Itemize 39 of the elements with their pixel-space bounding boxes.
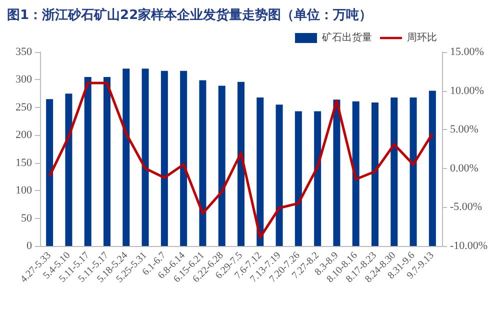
chart-title: 图1：浙江砂石矿山22家样本企业发货量走势图（单位：万吨） xyxy=(7,7,372,23)
y2-tick-label: -10.00% xyxy=(450,240,488,252)
y-tick-label: 350 xyxy=(16,46,32,58)
bar xyxy=(256,97,264,246)
y-tick-label: 250 xyxy=(16,101,32,114)
bar xyxy=(122,68,130,246)
bar xyxy=(46,99,54,246)
bar xyxy=(352,101,360,246)
y2-tick-label: 10.00% xyxy=(450,84,484,97)
y-tick-label: 200 xyxy=(16,129,32,142)
y2-tick-label: -5.00% xyxy=(450,201,482,214)
bar xyxy=(160,70,168,246)
y-tick-label: 100 xyxy=(16,184,32,197)
legend-label: 周环比 xyxy=(407,32,437,44)
bar xyxy=(84,76,92,246)
bar xyxy=(142,68,149,246)
y-tick-label: 0 xyxy=(26,240,32,252)
bar xyxy=(294,111,302,246)
bar xyxy=(372,102,378,246)
bar xyxy=(218,86,226,246)
bar xyxy=(180,70,188,246)
bar xyxy=(390,97,398,246)
bar xyxy=(238,82,244,246)
bar xyxy=(428,90,436,246)
bar xyxy=(276,104,283,246)
y2-tick-label: 5.00% xyxy=(450,124,478,136)
bar xyxy=(314,111,322,246)
y2-tick-label: 0.00% xyxy=(450,162,478,174)
y2-tick-label: 15.00% xyxy=(450,46,484,58)
bar xyxy=(104,76,110,246)
y-tick-label: 300 xyxy=(16,74,32,86)
y-tick-label: 150 xyxy=(16,156,32,169)
bar xyxy=(199,80,206,246)
bar xyxy=(65,94,72,246)
bar xyxy=(410,97,417,246)
bar xyxy=(333,100,340,246)
y-tick-label: 50 xyxy=(21,212,32,224)
legend-label: 矿石出货量 xyxy=(321,32,372,44)
line-series xyxy=(48,82,434,239)
